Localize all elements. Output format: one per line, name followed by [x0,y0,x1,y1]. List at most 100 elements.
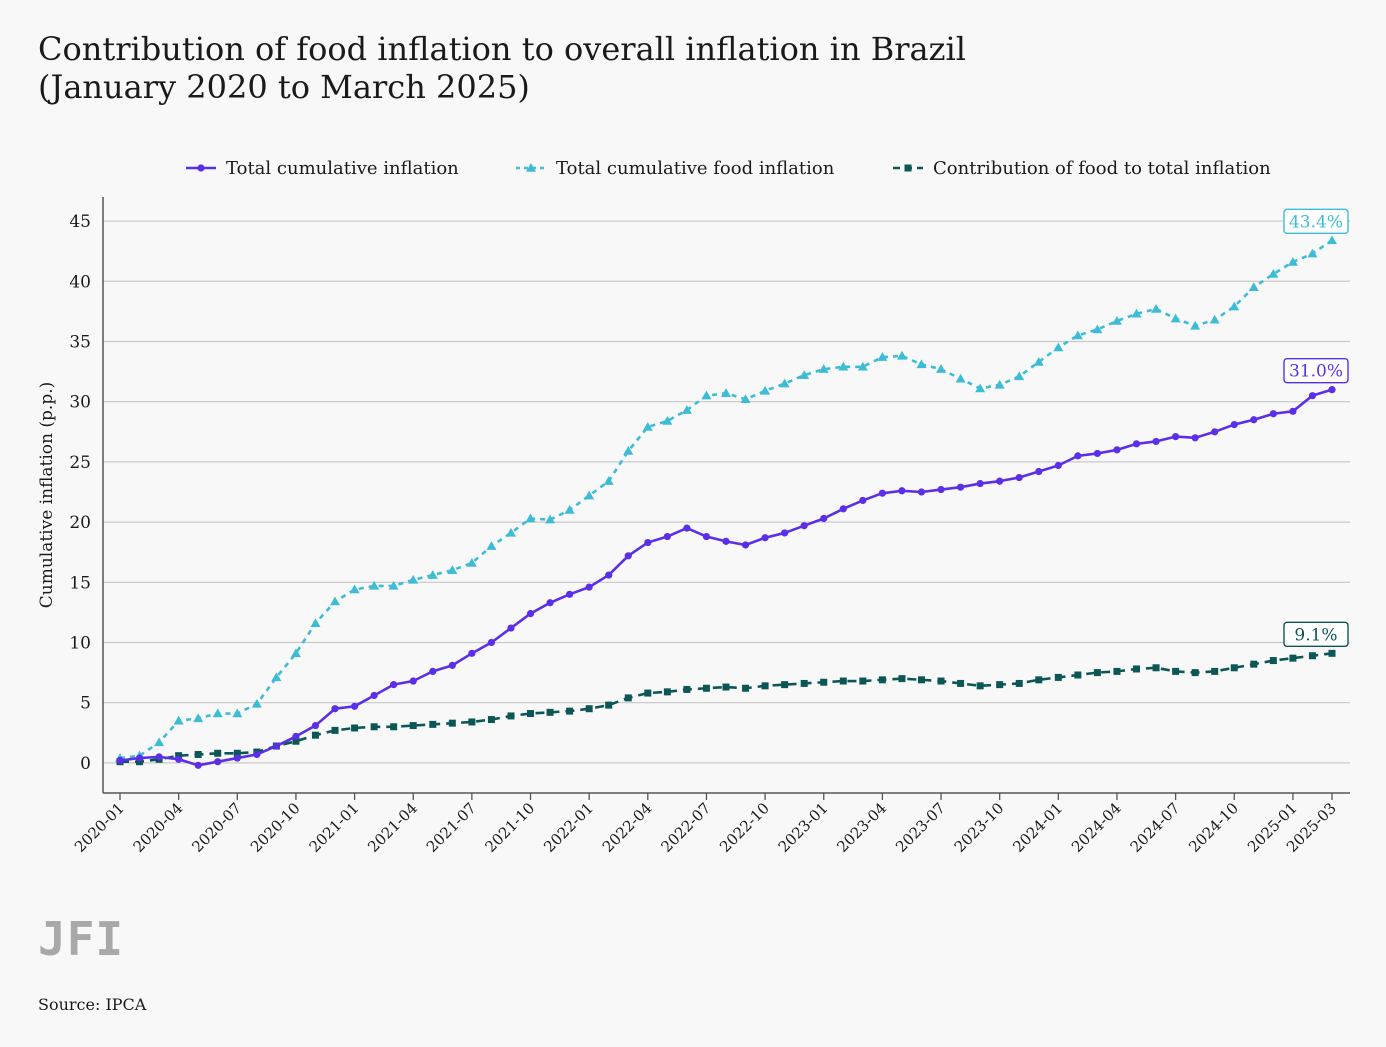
data-point-total-2024-11 [1250,416,1258,424]
data-point-contribution-2022-04 [644,689,652,697]
data-point-food-2020-11 [310,618,321,627]
data-point-contribution-2021-03 [390,723,398,731]
series-line-total [119,388,1333,767]
data-point-total-2025-03 [1328,386,1336,394]
data-point-total-2020-09 [272,742,280,750]
data-point-food-2021-12 [564,505,575,514]
data-point-total-2024-12 [1269,410,1277,418]
data-point-contribution-2022-08 [722,683,730,691]
data-point-total-2023-12 [1035,467,1043,476]
data-point-contribution-2020-11 [311,731,319,739]
end-label-total: 31.0% [1289,362,1343,382]
data-point-food-2024-07 [1170,313,1181,323]
series-food [115,235,1337,762]
data-point-contribution-2022-07 [702,684,710,692]
data-point-contribution-2025-03 [1328,649,1336,657]
legend-label-total: Total cumulative inflation [226,158,459,179]
data-point-contribution-2023-06 [917,676,925,684]
data-point-food-2023-08 [955,373,966,383]
legend-item-total: Total cumulative inflation [186,158,459,179]
data-point-total-2022-10 [761,534,769,542]
data-point-food-2021-10 [525,513,536,523]
y-tick-label-10: 10 [69,633,91,653]
data-point-food-2023-03 [857,361,868,371]
data-point-total-2023-09 [976,479,984,488]
data-point-contribution-2024-11 [1250,660,1258,668]
data-point-total-2020-07 [233,754,241,762]
chart-title-line1: Contribution of food inflation to overal… [38,30,966,68]
data-point-total-2024-01 [1054,461,1062,470]
data-point-food-2021-08 [486,541,497,550]
series-line-contribution [120,652,1333,763]
data-point-contribution-2022-02 [605,701,613,709]
data-point-contribution-2021-04 [409,722,417,730]
data-point-food-2024-06 [1151,303,1162,313]
data-point-contribution-2020-02 [136,758,144,766]
data-point-food-2022-09 [740,394,751,404]
data-point-contribution-2020-06 [214,749,222,757]
data-point-food-2024-10 [1229,301,1240,311]
data-point-food-2020-03 [154,737,165,747]
data-point-contribution-2024-09 [1211,667,1219,675]
data-point-food-2023-05 [896,350,907,360]
data-point-contribution-2020-04 [175,752,183,760]
data-point-contribution-2021-11 [546,708,554,716]
data-point-food-2022-06 [681,405,692,414]
data-point-food-2023-10 [994,379,1005,389]
data-point-contribution-2025-02 [1308,652,1316,660]
data-point-food-2025-01 [1287,257,1298,266]
chart-title: Contribution of food inflation to overal… [38,30,966,106]
data-point-contribution-2024-04 [1113,667,1121,675]
data-point-total-2024-05 [1132,440,1141,448]
y-tick-label-5: 5 [80,694,91,714]
data-point-total-2022-02 [605,571,613,579]
data-point-total-2020-05 [194,761,202,769]
data-point-contribution-2021-08 [487,716,495,724]
chart-title-line2: (January 2020 to March 2025) [38,68,530,106]
data-point-total-2021-05 [429,667,437,675]
data-point-food-2022-11 [779,378,790,388]
data-point-contribution-2022-06 [683,685,691,693]
data-point-food-2024-01 [1053,342,1064,352]
series-contribution [116,649,1336,766]
data-point-total-2023-07 [937,485,945,494]
data-point-contribution-2023-01 [820,678,828,686]
data-point-food-2020-05 [193,713,204,723]
data-point-food-2024-02 [1072,330,1083,340]
data-point-food-2020-06 [212,708,223,718]
data-point-contribution-2021-02 [370,723,378,731]
data-point-contribution-2020-10 [292,737,300,745]
data-point-food-2020-12 [330,596,341,606]
data-point-total-2022-12 [800,522,808,530]
data-point-food-2024-05 [1131,308,1142,318]
data-point-food-2022-04 [642,421,653,431]
data-point-contribution-2024-05 [1133,665,1141,673]
source-note: Source: IPCA [38,995,147,1014]
y-tick-label-15: 15 [69,573,91,593]
data-point-food-2022-07 [701,390,712,400]
end-label-food: 43.4% [1289,212,1343,232]
legend-label-contribution: Contribution of food to total inflation [933,158,1271,179]
series-total [116,386,1336,769]
data-point-contribution-2020-07 [233,749,241,757]
data-point-contribution-2021-05 [429,720,437,728]
data-point-food-2023-02 [838,361,849,371]
legend-item-contribution: Contribution of food to total inflation [893,158,1271,179]
data-point-food-2021-03 [388,580,399,590]
data-point-total-2024-10 [1230,420,1238,429]
data-point-food-2021-06 [447,565,458,575]
data-point-total-2023-03 [859,496,867,505]
data-point-food-2023-04 [877,352,888,361]
data-point-contribution-2023-05 [898,675,906,683]
data-point-total-2021-06 [448,661,456,669]
data-point-contribution-2022-12 [800,679,808,687]
legend-marker-contribution [904,164,912,172]
data-point-contribution-2025-01 [1289,654,1297,662]
data-point-contribution-2021-01 [351,724,359,732]
data-point-total-2023-04 [878,489,886,497]
data-point-total-2020-08 [253,750,261,759]
data-point-total-2020-02 [135,754,144,762]
x-tick-label-2023-07: 2023-07 [892,799,949,856]
x-tick-label-2020-01: 2020-01 [71,799,128,856]
